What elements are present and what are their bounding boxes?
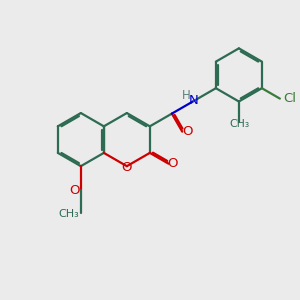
- Text: Cl: Cl: [283, 92, 296, 105]
- Text: O: O: [182, 125, 193, 138]
- Text: N: N: [189, 94, 199, 107]
- Text: O: O: [122, 161, 132, 174]
- Text: CH₃: CH₃: [58, 208, 80, 218]
- Text: O: O: [69, 184, 80, 197]
- Text: O: O: [168, 157, 178, 170]
- Text: CH₃: CH₃: [230, 119, 250, 129]
- Text: H: H: [182, 89, 190, 102]
